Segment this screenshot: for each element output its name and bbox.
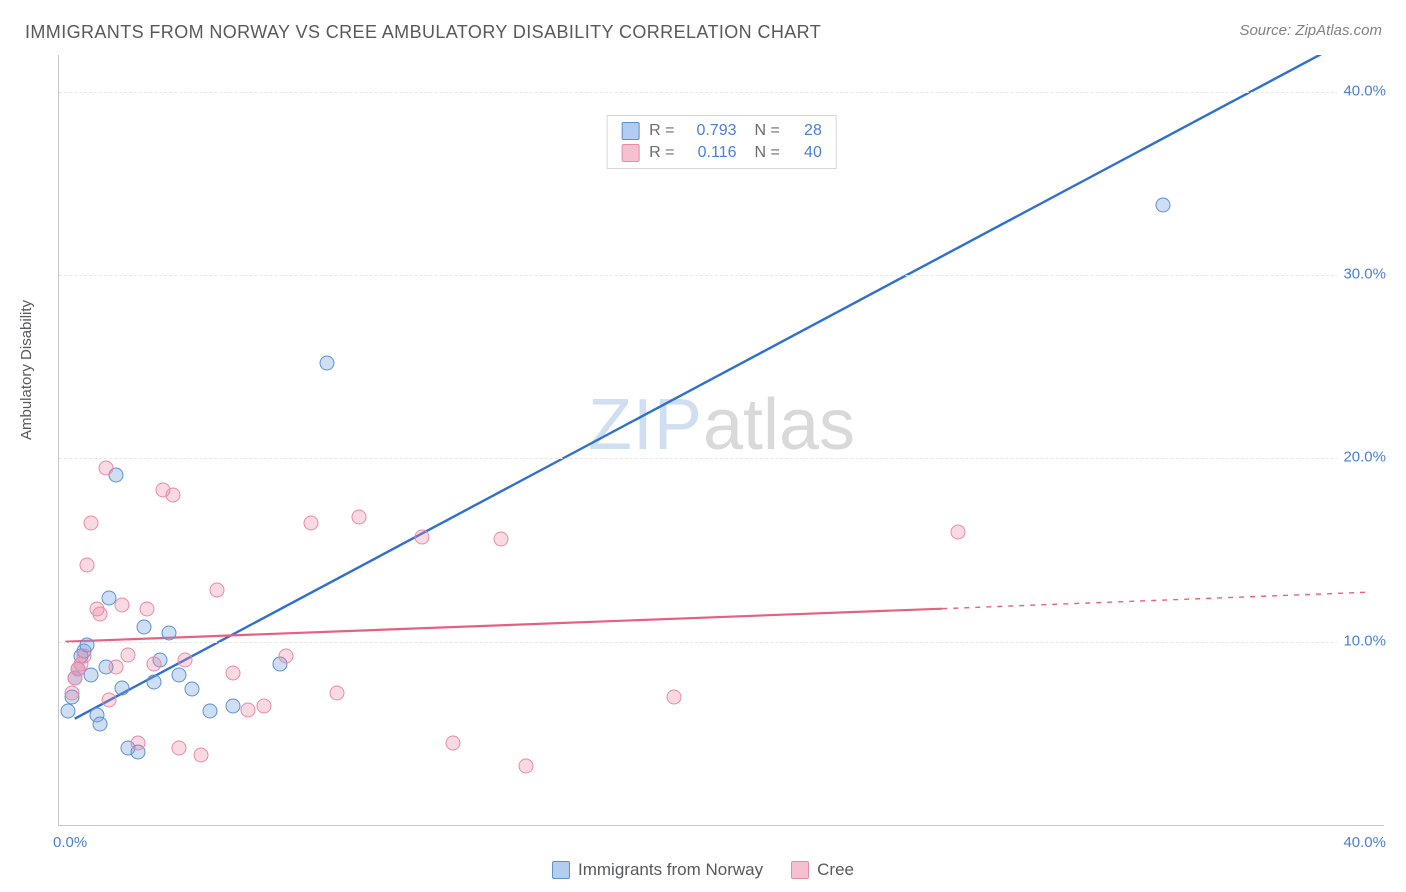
scatter-point-blue [162,625,177,640]
legend-item: Immigrants from Norway [552,860,763,880]
scatter-point-blue [137,620,152,635]
scatter-point-pink [667,689,682,704]
legend-series-label: Immigrants from Norway [578,860,763,880]
scatter-point-pink [351,510,366,525]
scatter-point-pink [93,607,108,622]
scatter-point-pink [102,693,117,708]
scatter-point-pink [304,515,319,530]
watermark: ZIPatlas [588,384,855,466]
scatter-point-pink [83,515,98,530]
scatter-point-blue [115,680,130,695]
scatter-point-pink [130,735,145,750]
y-tick-label: 10.0% [1337,632,1386,649]
legend-n-value: 28 [790,122,822,140]
y-tick-label: 40.0% [1337,82,1386,99]
scatter-point-pink [178,653,193,668]
y-tick-label: 20.0% [1337,449,1386,466]
legend-stats-row: R = 0.793 N = 28 [607,120,836,142]
scatter-point-pink [146,656,161,671]
scatter-point-pink [115,598,130,613]
y-tick-label: 30.0% [1337,266,1386,283]
scatter-point-pink [140,601,155,616]
scatter-point-pink [241,702,256,717]
legend-n-label: N = [755,122,780,140]
x-tick-right: 40.0% [1343,834,1386,851]
scatter-point-pink [80,557,95,572]
x-tick-left: 0.0% [53,834,87,851]
scatter-point-pink [64,686,79,701]
scatter-point-pink [108,660,123,675]
scatter-point-pink [99,460,114,475]
scatter-point-blue [320,356,335,371]
legend-r-label: R = [649,122,674,140]
chart-title: IMMIGRANTS FROM NORWAY VS CREE AMBULATOR… [25,22,821,43]
scatter-point-pink [121,647,136,662]
watermark-atlas: atlas [703,385,855,465]
scatter-point-blue [93,717,108,732]
scatter-point-pink [329,686,344,701]
scatter-point-pink [225,665,240,680]
legend-r-value: 0.116 [685,144,737,162]
legend-swatch-pink [791,861,809,879]
legend-stats-row: R = 0.116 N = 40 [607,142,836,164]
scatter-point-pink [951,524,966,539]
gridline [59,275,1384,276]
scatter-point-pink [209,583,224,598]
scatter-point-pink [279,649,294,664]
regression-line [942,592,1368,609]
watermark-zip: ZIP [588,385,703,465]
scatter-point-blue [171,667,186,682]
scatter-point-pink [77,649,92,664]
legend-series-label: Cree [817,860,854,880]
scatter-point-pink [493,532,508,547]
legend-swatch-pink [621,144,639,162]
scatter-point-blue [1156,198,1171,213]
legend-item: Cree [791,860,854,880]
scatter-point-pink [257,698,272,713]
gridline [59,92,1384,93]
legend-n-value: 40 [790,144,822,162]
scatter-point-pink [193,748,208,763]
regression-line [65,609,942,642]
scatter-point-blue [184,682,199,697]
source-label: Source: ZipAtlas.com [1239,22,1382,39]
y-axis-title: Ambulatory Disability [18,300,35,440]
gridline [59,642,1384,643]
legend-n-label: N = [755,144,780,162]
scatter-point-pink [165,488,180,503]
scatter-point-pink [171,741,186,756]
scatter-point-pink [414,530,429,545]
scatter-point-blue [225,698,240,713]
legend-stats: R = 0.793 N = 28 R = 0.116 N = 40 [606,115,837,169]
scatter-point-pink [446,735,461,750]
scatter-point-blue [203,704,218,719]
legend-series: Immigrants from Norway Cree [552,860,854,880]
legend-r-value: 0.793 [685,122,737,140]
legend-r-label: R = [649,144,674,162]
gridline [59,458,1384,459]
legend-swatch-blue [621,122,639,140]
legend-swatch-blue [552,861,570,879]
scatter-point-blue [61,704,76,719]
scatter-point-pink [518,759,533,774]
plot-area: ZIPatlas 0.0% 40.0% R = 0.793 N = 28 R =… [58,55,1384,826]
scatter-point-blue [146,675,161,690]
